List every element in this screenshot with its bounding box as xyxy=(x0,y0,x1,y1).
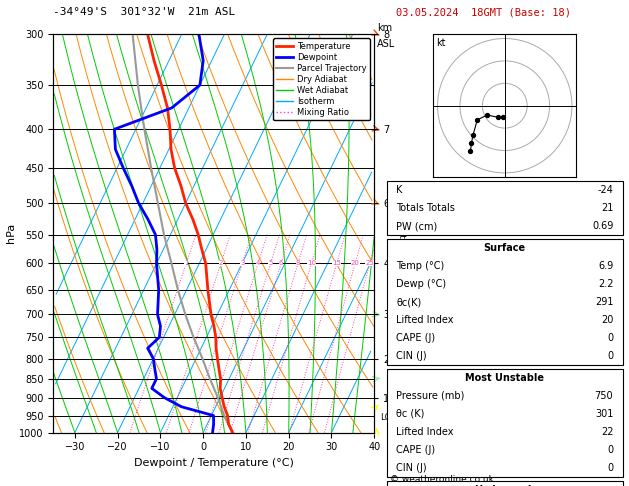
FancyBboxPatch shape xyxy=(387,239,623,365)
Text: kt: kt xyxy=(436,38,445,48)
Text: CAPE (J): CAPE (J) xyxy=(396,445,435,455)
Text: 15: 15 xyxy=(332,260,341,266)
Text: Surface: Surface xyxy=(484,243,526,253)
Text: km: km xyxy=(377,23,392,33)
Text: 21: 21 xyxy=(601,203,613,213)
Text: 301: 301 xyxy=(595,409,613,419)
X-axis label: Dewpoint / Temperature (°C): Dewpoint / Temperature (°C) xyxy=(134,458,294,468)
Text: 22: 22 xyxy=(601,427,613,437)
Text: PW (cm): PW (cm) xyxy=(396,221,438,231)
Text: 0: 0 xyxy=(607,351,613,361)
Point xyxy=(498,113,508,121)
Text: 291: 291 xyxy=(595,297,613,307)
Text: 3: 3 xyxy=(240,260,245,266)
Text: 0: 0 xyxy=(607,463,613,473)
Text: -24: -24 xyxy=(598,185,613,195)
Legend: Temperature, Dewpoint, Parcel Trajectory, Dry Adiabat, Wet Adiabat, Isotherm, Mi: Temperature, Dewpoint, Parcel Trajectory… xyxy=(273,38,370,121)
Text: LCL: LCL xyxy=(380,413,395,422)
Text: CAPE (J): CAPE (J) xyxy=(396,333,435,343)
Text: 0: 0 xyxy=(607,445,613,455)
Text: 4: 4 xyxy=(256,260,260,266)
Text: 10: 10 xyxy=(307,260,316,266)
Point xyxy=(482,111,493,119)
Text: CIN (J): CIN (J) xyxy=(396,351,427,361)
Text: 5: 5 xyxy=(269,260,273,266)
Text: 20: 20 xyxy=(351,260,360,266)
Text: Lifted Index: Lifted Index xyxy=(396,315,454,325)
Point xyxy=(472,116,482,124)
Text: 2: 2 xyxy=(219,260,223,266)
Text: Dewp (°C): Dewp (°C) xyxy=(396,279,447,289)
Text: θᴄ(K): θᴄ(K) xyxy=(396,297,421,307)
Text: 20: 20 xyxy=(601,315,613,325)
Point xyxy=(466,139,476,147)
Text: Temp (°C): Temp (°C) xyxy=(396,261,445,271)
Text: 750: 750 xyxy=(594,391,613,401)
Y-axis label: Mixing Ratio (g/kg): Mixing Ratio (g/kg) xyxy=(397,191,406,276)
Text: Hodograph: Hodograph xyxy=(474,485,535,486)
Text: 6.9: 6.9 xyxy=(598,261,613,271)
FancyBboxPatch shape xyxy=(387,481,623,486)
Text: Pressure (mb): Pressure (mb) xyxy=(396,391,465,401)
Point xyxy=(493,113,503,121)
Text: ASL: ASL xyxy=(377,38,396,49)
Point xyxy=(468,131,478,139)
Text: 0.69: 0.69 xyxy=(592,221,613,231)
FancyBboxPatch shape xyxy=(387,369,623,477)
Text: Totals Totals: Totals Totals xyxy=(396,203,455,213)
Text: CIN (J): CIN (J) xyxy=(396,463,427,473)
Y-axis label: hPa: hPa xyxy=(6,223,16,243)
Text: Most Unstable: Most Unstable xyxy=(465,373,544,383)
Text: 8: 8 xyxy=(296,260,300,266)
Text: 0: 0 xyxy=(607,333,613,343)
Text: -34°49'S  301°32'W  21m ASL: -34°49'S 301°32'W 21m ASL xyxy=(53,7,236,17)
Text: © weatheronline.co.uk: © weatheronline.co.uk xyxy=(390,474,494,484)
Text: 1: 1 xyxy=(184,260,189,266)
Text: Lifted Index: Lifted Index xyxy=(396,427,454,437)
FancyBboxPatch shape xyxy=(387,181,623,235)
Text: θᴄ (K): θᴄ (K) xyxy=(396,409,425,419)
Text: 2.2: 2.2 xyxy=(598,279,613,289)
Text: 25: 25 xyxy=(365,260,374,266)
Text: 6: 6 xyxy=(279,260,283,266)
Text: K: K xyxy=(396,185,403,195)
Text: 03.05.2024  18GMT (Base: 18): 03.05.2024 18GMT (Base: 18) xyxy=(396,7,571,17)
Point xyxy=(465,147,476,155)
